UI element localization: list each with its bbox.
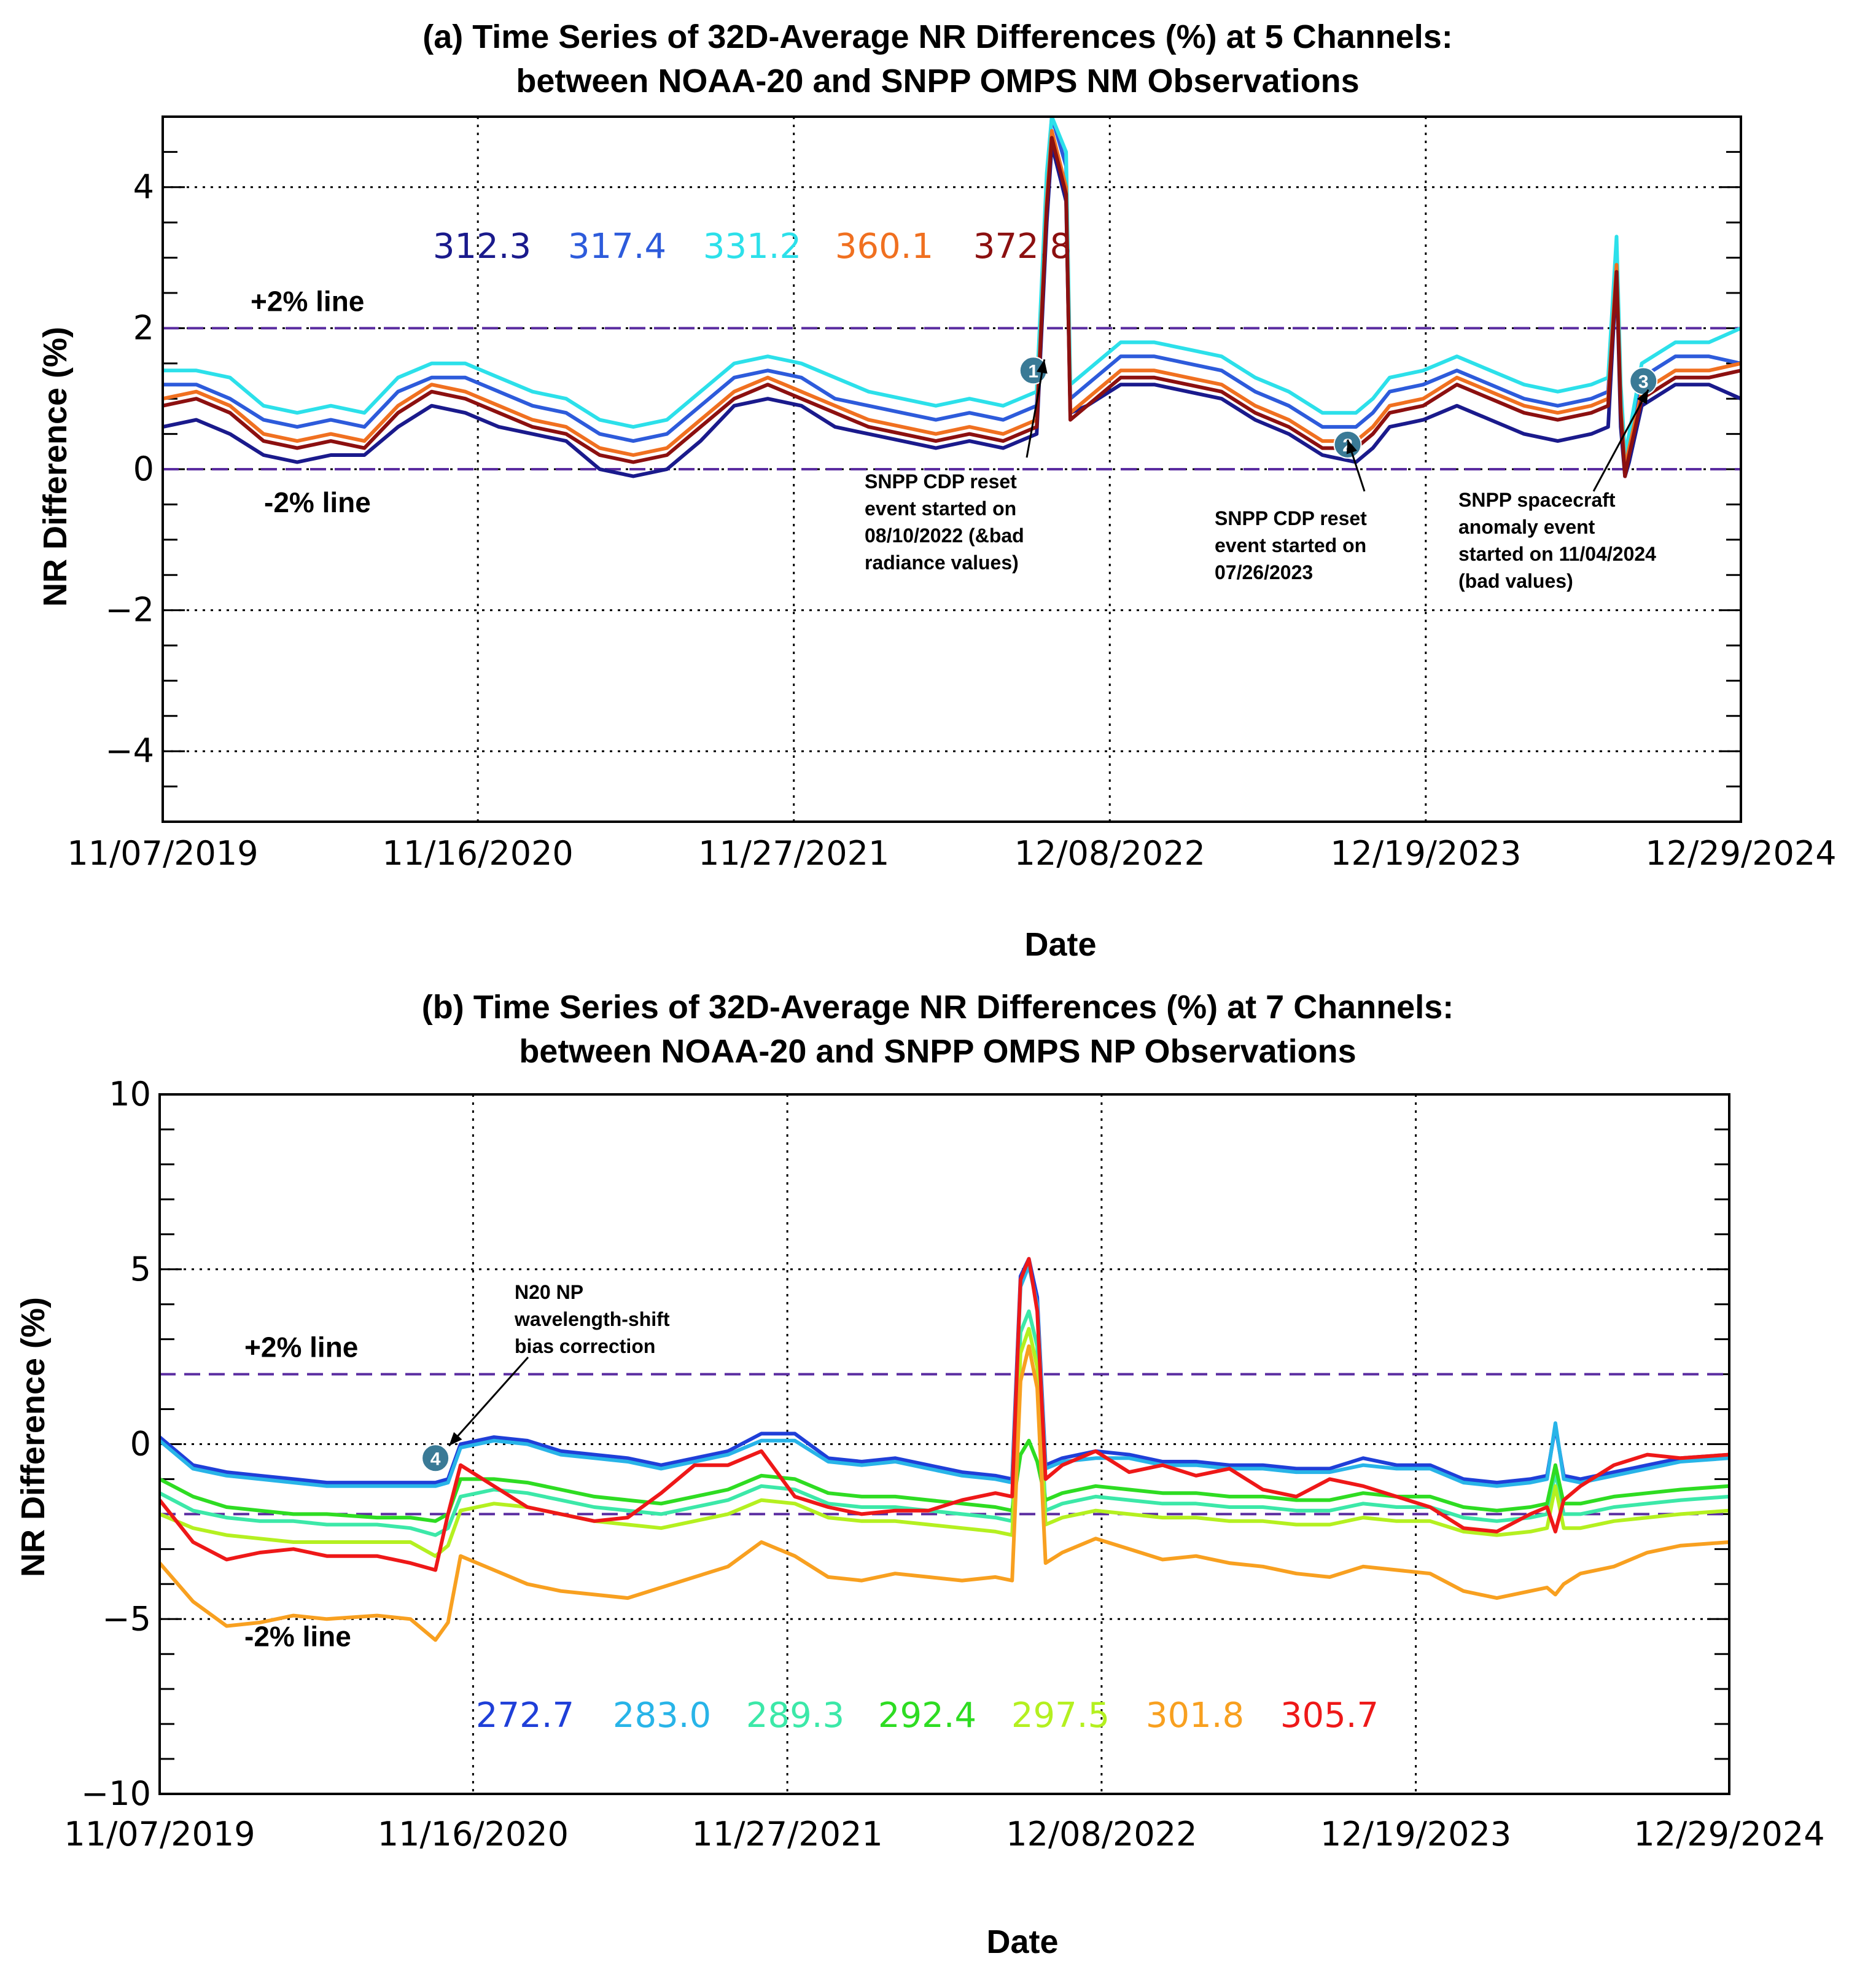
chart-b-xtick-label: 12/08/2022 [1006, 1815, 1197, 1853]
chart-a-annotation-arrow-3 [1592, 389, 1649, 492]
chart-b-ytick-label: 5 [130, 1250, 151, 1288]
chart-b-legend-289.3: 289.3 [746, 1696, 844, 1736]
chart-a-plot-area: +2% line -2% line 312.3 317.4 331.2 360.1 372.… [67, 115, 1837, 873]
chart-a-annotation-text-2: 07/26/2023 [1215, 561, 1313, 583]
chart-b-legend-301.8: 301.8 [1146, 1696, 1244, 1736]
chart-b-ytick-label: 10 [109, 1075, 151, 1113]
chart-a-series-line-360.1 [163, 129, 1741, 471]
chart-a-marker-label-1: 1 [1028, 361, 1038, 381]
chart-b-xtick-label: 11/16/2020 [378, 1815, 569, 1853]
chart-a-y-axis-label: NR Difference (%) [37, 327, 74, 607]
chart-a-annotation-arrowhead-1 [1037, 359, 1048, 374]
chart-b-annotation-text-4: bias correction [515, 1335, 655, 1357]
chart-b-legend-297.5: 297.5 [1011, 1696, 1110, 1736]
chart-a-ref-label-1: -2% line [264, 486, 371, 518]
chart-a-legend-360.1: 360.1 [835, 227, 933, 267]
chart-a-x-axis-label: Date [1024, 926, 1096, 963]
chart-a-annotation-arrowhead-2 [1346, 439, 1357, 454]
chart-a-series-line-312.3 [163, 142, 1741, 478]
chart-a-legend-317.4: 317.4 [568, 227, 666, 267]
chart-a-annotation-text-3: started on 11/04/2024 [1458, 543, 1656, 565]
chart-a-xtick-label: 11/07/2019 [67, 834, 258, 873]
chart-b-series-line-301.8 [160, 1344, 1729, 1642]
chart-b-ref-label-0: +2% line [244, 1331, 358, 1363]
chart-a-series-line-317.4 [163, 117, 1741, 464]
chart-b-legend-292.4: 292.4 [878, 1696, 976, 1736]
chart-a-marker-label-3: 3 [1638, 372, 1649, 392]
chart-b-ytick-label: 0 [130, 1425, 151, 1463]
chart-a-xtick-label: 12/08/2022 [1014, 834, 1205, 873]
chart-b-xtick-label: 12/19/2023 [1320, 1815, 1511, 1853]
chart-b-series-line-272.7 [160, 1257, 1729, 1485]
chart-a-annotation-text-2: event started on [1215, 534, 1366, 556]
chart-a-ref-label-0: +2% line [251, 285, 364, 317]
chart-b-x-axis-label: Date [986, 1923, 1058, 1960]
chart-a-xtick-label: 12/29/2024 [1645, 834, 1836, 873]
chart-b-title-line1: (b) Time Series of 32D-Average NR Differ… [422, 989, 1454, 1026]
chart-b-marker-label-4: 4 [430, 1449, 441, 1469]
chart-b-y-axis-label: NR Difference (%) [15, 1297, 52, 1577]
chart-a-xtick-label: 12/19/2023 [1330, 834, 1521, 873]
chart-b-annotation-text-4: N20 NP [515, 1281, 583, 1303]
chart-b-ytick-label: −5 [102, 1599, 151, 1638]
chart-a-series-line-372.8 [163, 136, 1741, 478]
chart-b-ref-label-1: -2% line [244, 1620, 351, 1652]
chart-a-annotation-text-1: 08/10/2022 (&bad [865, 524, 1024, 547]
chart-b-frame [158, 1093, 1730, 1795]
chart-b-series-line-297.5 [160, 1327, 1729, 1558]
chart-a-annotation-text-1: radiance values) [865, 551, 1019, 574]
chart-a-marker-1 [1019, 356, 1048, 385]
chart-b-annotation-arrow-4 [448, 1357, 529, 1447]
chart-a-legend-372.8: 372.8 [973, 227, 1072, 267]
chart-a-title-line2: between NOAA-20 and SNPP OMPS NM Observa… [516, 63, 1359, 99]
chart-b-xtick-label: 12/29/2024 [1633, 1815, 1824, 1853]
chart-b-marker-4 [421, 1444, 450, 1473]
chart-b-legend-272.7: 272.7 [476, 1696, 574, 1736]
chart-a-title-line1: (a) Time Series of 32D-Average NR Differ… [422, 18, 1453, 55]
chart-b-series-line-305.7 [160, 1257, 1729, 1572]
chart-a-series-group [163, 117, 1741, 478]
chart-a-xtick-label: 11/27/2021 [698, 834, 889, 873]
chart-a-ytick-label: 0 [133, 450, 154, 488]
chart-b-series-line-283.0 [160, 1264, 1729, 1488]
chart-b-legend-283.0: 283.0 [613, 1696, 711, 1736]
chart-b-plot-area: +2% line -2% line 272.7 283.0 289.3 292.4 297.… [64, 1075, 1824, 1853]
chart-a-annotation-text-1: SNPP CDP reset [865, 470, 1017, 493]
chart-b-title-line2: between NOAA-20 and SNPP OMPS NP Observa… [519, 1033, 1356, 1070]
chart-a-ytick-label: −2 [105, 591, 154, 629]
chart-a-annotation-text-3: (bad values) [1458, 570, 1573, 592]
chart-b-xtick-label: 11/27/2021 [692, 1815, 883, 1853]
chart-a-annotation-text-1: event started on [865, 497, 1016, 520]
chart-a-ytick-label: −4 [105, 731, 154, 770]
chart-b-legend-305.7: 305.7 [1280, 1696, 1379, 1736]
chart-a-xtick-label: 11/16/2020 [383, 834, 574, 873]
chart-a-legend-331.2: 331.2 [703, 227, 801, 267]
chart-a-annotation-arrowhead-3 [1637, 389, 1649, 405]
chart-a-annotation-arrow-1 [1026, 359, 1046, 458]
chart-b-series-group [160, 1257, 1729, 1642]
chart-a-ytick-label: 4 [133, 168, 154, 206]
chart-b-annotation-text-4: wavelength-shift [514, 1308, 670, 1330]
chart-a-annotation-text-2: SNPP CDP reset [1215, 507, 1367, 529]
chart-a-frame [162, 115, 1742, 823]
chart-a-annotation-text-3: anomaly event [1458, 516, 1595, 538]
chart-a-series-line-331.2 [163, 117, 1741, 457]
chart-b-xtick-label: 11/07/2019 [64, 1815, 255, 1853]
chart-b-ytick-label: −10 [81, 1774, 151, 1813]
chart-a-ytick-label: 2 [133, 308, 154, 347]
chart-b-annotation-arrowhead-4 [449, 1432, 462, 1446]
chart-a-legend-312.3: 312.3 [433, 227, 531, 267]
chart-a-annotation-text-3: SNPP spacecraft [1458, 489, 1616, 511]
